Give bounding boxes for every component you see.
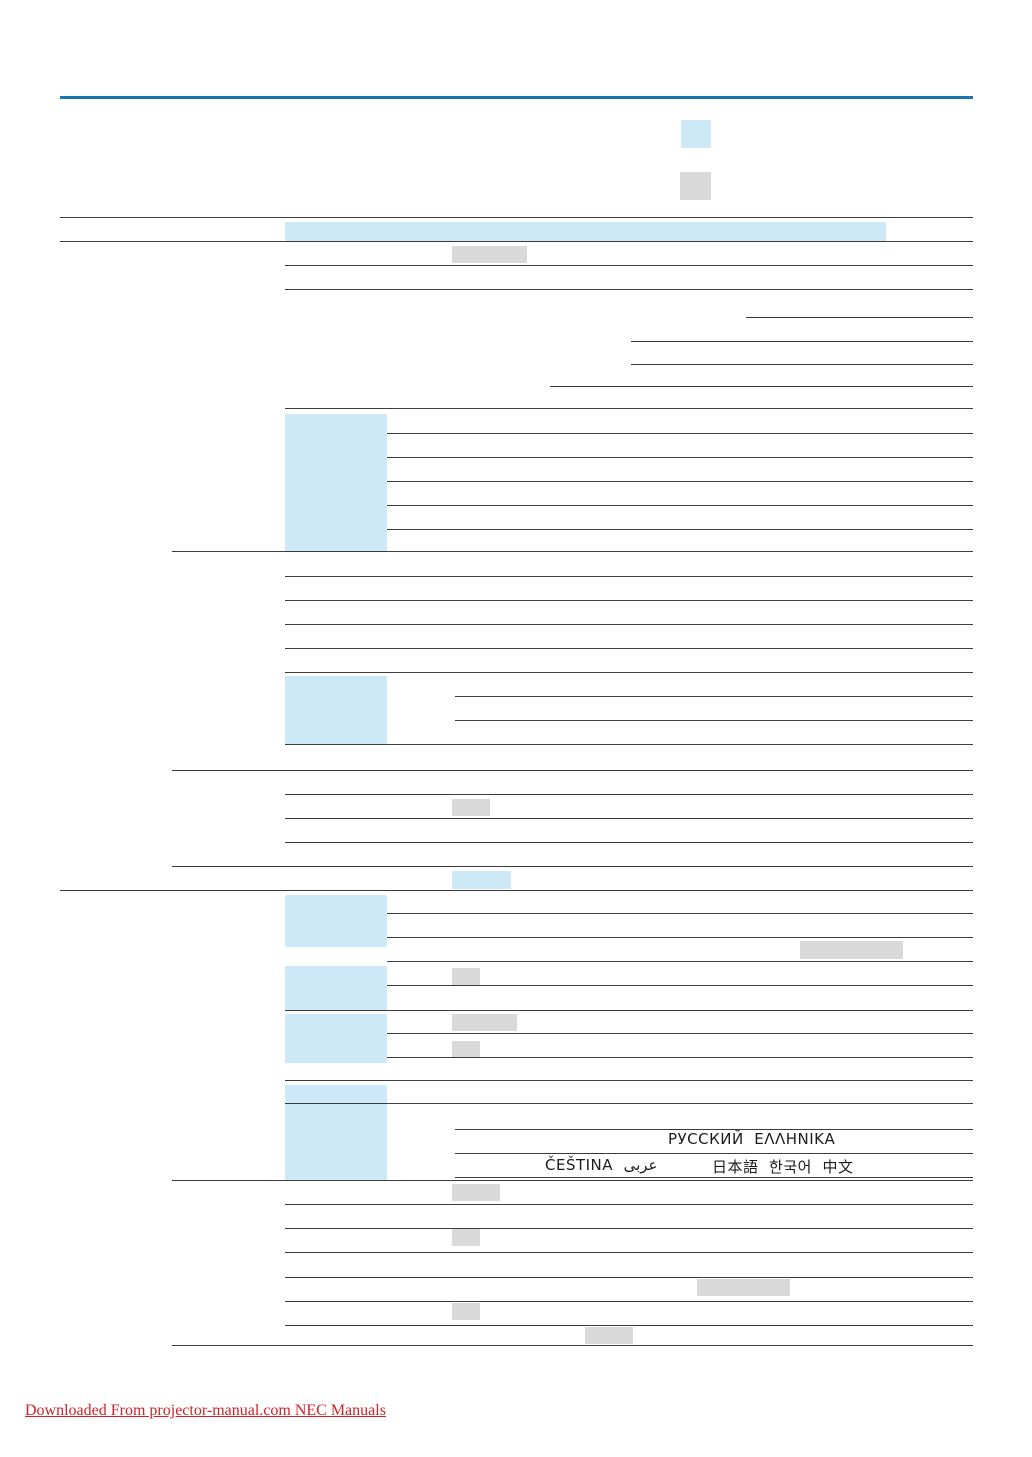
page-header-rule: [60, 96, 973, 99]
menu-placeholder: [697, 1279, 790, 1296]
rule-line: [285, 672, 973, 673]
menu-highlight: [285, 676, 387, 744]
rule-line: [285, 1277, 973, 1278]
rule-line: [285, 1252, 973, 1253]
menu-placeholder: [800, 941, 903, 959]
menu-placeholder: [452, 799, 490, 816]
rule-line: [285, 1080, 973, 1081]
rule-line: [387, 1033, 973, 1034]
rule-line: [285, 289, 973, 290]
rule-line: [387, 481, 973, 482]
menu-highlight: [285, 1085, 387, 1180]
rule-line: [285, 265, 973, 266]
rule-line: [387, 505, 973, 506]
rule-line: [172, 866, 973, 867]
language-label-cjk: 日本語 한국어 中文: [712, 1158, 854, 1176]
menu-highlight: [285, 222, 886, 241]
rule-line: [387, 913, 973, 914]
rule-line: [387, 457, 973, 458]
menu-placeholder: [452, 968, 480, 985]
rule-line: [387, 937, 973, 938]
rule-line: [387, 1057, 973, 1058]
rule-line: [285, 648, 973, 649]
rule-line: [455, 1177, 973, 1178]
rule-line: [387, 529, 973, 530]
rule-line: [60, 217, 973, 218]
rule-line: [285, 1103, 973, 1104]
rule-line: [285, 1301, 973, 1302]
rule-line: [285, 576, 973, 577]
rule-line: [285, 600, 973, 601]
rule-line: [60, 241, 973, 242]
rule-line: [60, 890, 973, 891]
rule-line: [285, 408, 973, 409]
menu-highlight: [681, 120, 711, 148]
rule-line: [455, 1153, 973, 1154]
menu-placeholder: [452, 1229, 480, 1246]
rule-line: [285, 818, 973, 819]
rule-line: [550, 386, 973, 387]
rule-line: [746, 317, 973, 318]
menu-highlight: [285, 414, 387, 551]
rule-line: [172, 551, 973, 552]
rule-line: [172, 1345, 973, 1346]
rule-line: [285, 1204, 973, 1205]
rule-line: [631, 341, 973, 342]
menu-placeholder: [452, 1184, 500, 1201]
rule-line: [285, 1010, 973, 1011]
menu-placeholder: [452, 246, 527, 263]
menu-placeholder: [680, 172, 711, 200]
menu-placeholder: [585, 1327, 633, 1344]
language-label-russian-greek: РУССКИЙ ΕΛΛΗΝΙΚΑ: [668, 1130, 836, 1148]
menu-placeholder: [452, 1303, 480, 1320]
menu-highlight: [452, 871, 511, 889]
rule-line: [387, 961, 973, 962]
menu-highlight: [285, 895, 387, 947]
download-attribution-link[interactable]: Downloaded From projector-manual.com NEC…: [25, 1402, 386, 1419]
rule-line: [172, 770, 973, 771]
rule-line: [285, 624, 973, 625]
rule-line: [455, 1129, 973, 1130]
rule-line: [285, 1325, 973, 1326]
rule-line: [387, 433, 973, 434]
rule-line: [455, 720, 973, 721]
rule-line: [172, 1180, 973, 1181]
rule-line: [285, 842, 973, 843]
menu-highlight: [285, 1014, 387, 1063]
menu-highlight: [285, 966, 387, 1010]
menu-placeholder: [452, 1014, 517, 1031]
rule-line: [455, 696, 973, 697]
menu-placeholder: [452, 1041, 480, 1058]
language-label-czech-arabic: ČEŠTINA عربى: [545, 1156, 658, 1174]
rule-line: [631, 364, 973, 365]
rule-line: [387, 985, 973, 986]
rule-line: [285, 794, 973, 795]
rule-line: [285, 1228, 973, 1229]
rule-line: [285, 744, 973, 745]
